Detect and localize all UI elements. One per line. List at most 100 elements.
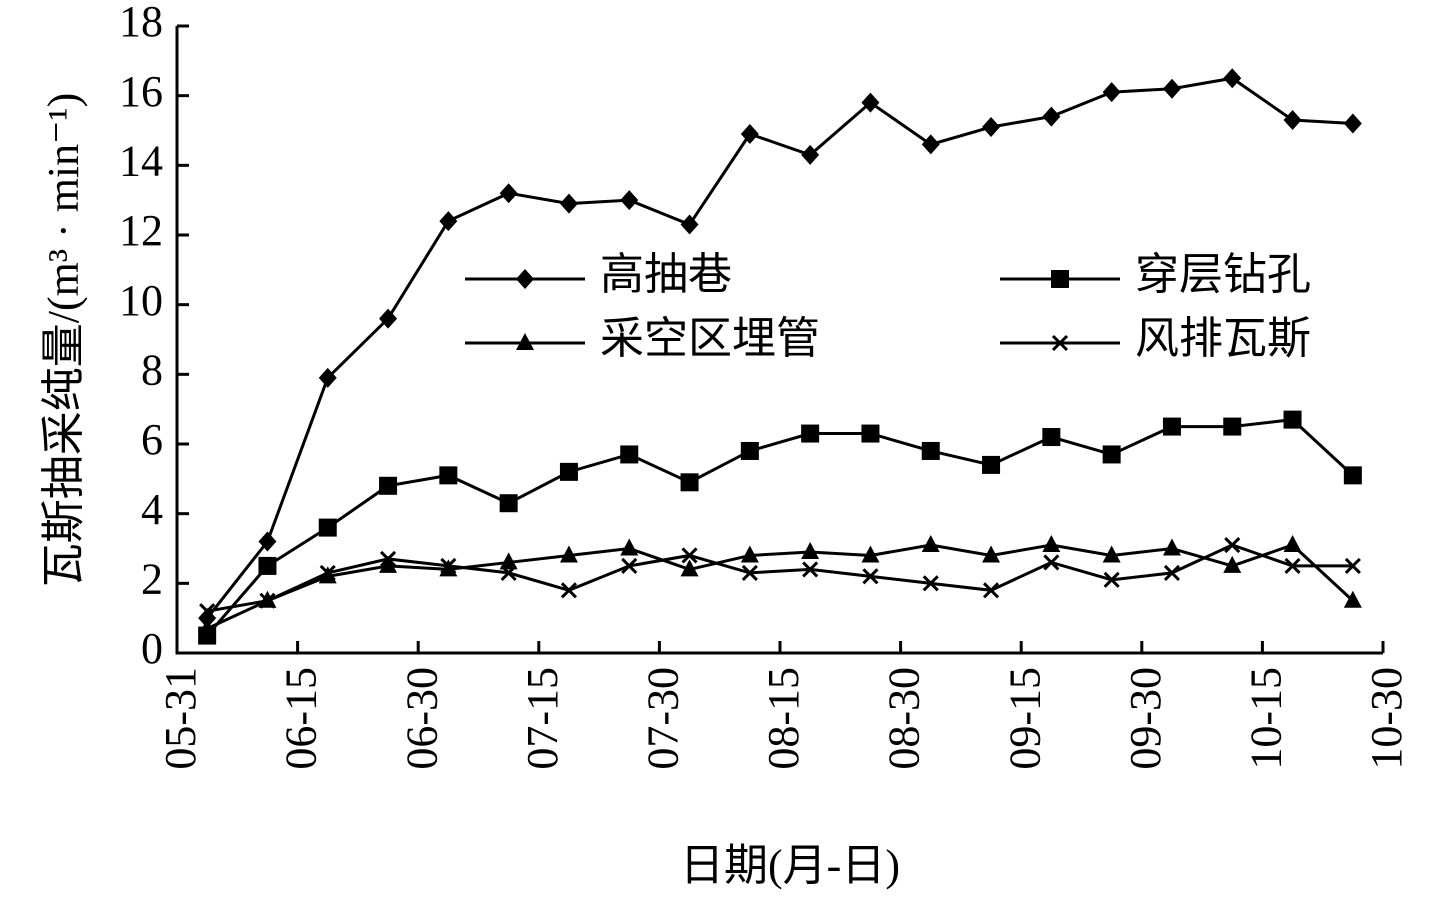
legend-label: 高抽巷 bbox=[600, 250, 732, 299]
y-tick-label: 10 bbox=[119, 276, 163, 325]
marker bbox=[1343, 590, 1362, 608]
marker bbox=[921, 535, 940, 553]
series-line bbox=[206, 418, 1354, 637]
marker bbox=[680, 559, 699, 577]
marker bbox=[681, 547, 698, 564]
x-tick-label: 05-31 bbox=[156, 667, 205, 770]
marker bbox=[559, 462, 578, 481]
x-tick-label: 07-30 bbox=[638, 667, 687, 770]
marker bbox=[1043, 554, 1060, 571]
x-tick-label: 07-15 bbox=[518, 667, 567, 770]
marker bbox=[1283, 410, 1302, 429]
x-tick-label: 09-15 bbox=[1000, 667, 1049, 770]
marker bbox=[198, 608, 217, 629]
marker bbox=[982, 117, 1001, 138]
x-tick-label: 08-30 bbox=[880, 667, 929, 770]
marker bbox=[499, 494, 518, 513]
marker bbox=[801, 541, 820, 559]
marker bbox=[258, 556, 277, 575]
legend-label: 采空区埋管 bbox=[600, 314, 820, 363]
marker bbox=[318, 367, 337, 388]
y-tick-label: 14 bbox=[119, 136, 163, 185]
x-tick-label: 10-30 bbox=[1362, 667, 1411, 770]
marker bbox=[1102, 82, 1121, 103]
marker bbox=[1223, 417, 1242, 436]
y-tick-label: 2 bbox=[141, 554, 163, 603]
legend-marker bbox=[1051, 334, 1069, 352]
marker bbox=[802, 561, 819, 578]
marker bbox=[379, 308, 398, 329]
marker bbox=[740, 123, 759, 144]
marker bbox=[319, 564, 336, 581]
marker bbox=[862, 568, 879, 585]
marker bbox=[741, 564, 758, 581]
marker bbox=[1283, 110, 1302, 131]
marker bbox=[559, 193, 578, 214]
y-tick-label: 8 bbox=[141, 345, 163, 394]
marker bbox=[620, 538, 639, 556]
marker bbox=[500, 564, 517, 581]
marker bbox=[1223, 68, 1242, 89]
marker bbox=[982, 455, 1001, 474]
marker bbox=[559, 545, 578, 563]
marker bbox=[439, 466, 458, 485]
marker bbox=[560, 582, 578, 599]
marker bbox=[801, 144, 820, 165]
series-line bbox=[206, 543, 1354, 630]
legend-label: 穿层钻孔 bbox=[1135, 250, 1311, 299]
marker bbox=[1284, 557, 1301, 574]
marker bbox=[379, 550, 397, 568]
marker bbox=[921, 441, 940, 460]
y-tick-label: 12 bbox=[119, 206, 163, 255]
y-tick-label: 4 bbox=[141, 485, 163, 534]
marker bbox=[439, 211, 458, 232]
marker bbox=[861, 424, 880, 443]
marker bbox=[861, 92, 880, 113]
marker bbox=[1283, 535, 1302, 553]
marker bbox=[1162, 417, 1181, 436]
marker bbox=[680, 214, 699, 235]
x-tick-label: 10-15 bbox=[1241, 667, 1290, 770]
series-line bbox=[205, 76, 1353, 620]
marker bbox=[621, 557, 638, 574]
legend-marker bbox=[516, 269, 534, 289]
marker bbox=[1042, 535, 1061, 553]
marker bbox=[1344, 557, 1361, 574]
marker bbox=[620, 190, 639, 211]
x-tick-label: 09-30 bbox=[1121, 667, 1170, 770]
marker bbox=[1343, 466, 1362, 485]
y-tick-label: 6 bbox=[141, 415, 163, 464]
marker bbox=[499, 183, 518, 204]
legend-label: 风排瓦斯 bbox=[1135, 314, 1311, 363]
y-axis-label: 瓦斯抽采纯量/(m³ · min⁻¹) bbox=[39, 93, 88, 587]
marker bbox=[379, 476, 398, 495]
y-tick-label: 18 bbox=[119, 0, 163, 46]
marker bbox=[921, 134, 940, 155]
marker bbox=[1223, 555, 1242, 573]
legend-marker bbox=[516, 333, 534, 350]
marker bbox=[1163, 564, 1181, 581]
y-tick-label: 16 bbox=[119, 67, 163, 116]
marker bbox=[198, 618, 217, 636]
marker bbox=[740, 441, 759, 460]
x-axis-label: 日期(月-日) bbox=[680, 841, 900, 890]
marker bbox=[318, 518, 337, 537]
marker bbox=[680, 473, 699, 492]
marker bbox=[1102, 545, 1121, 563]
marker bbox=[199, 603, 216, 620]
marker bbox=[1224, 536, 1241, 554]
marker bbox=[982, 582, 1000, 599]
marker bbox=[1042, 428, 1061, 447]
marker bbox=[1103, 571, 1120, 588]
x-tick-label: 06-30 bbox=[397, 667, 446, 770]
marker bbox=[440, 557, 457, 574]
x-tick-label: 06-15 bbox=[277, 667, 326, 770]
marker bbox=[1042, 106, 1061, 127]
marker bbox=[982, 545, 1001, 563]
y-tick-label: 0 bbox=[141, 624, 163, 673]
marker bbox=[379, 555, 398, 573]
marker bbox=[740, 545, 759, 563]
marker bbox=[1162, 78, 1181, 99]
